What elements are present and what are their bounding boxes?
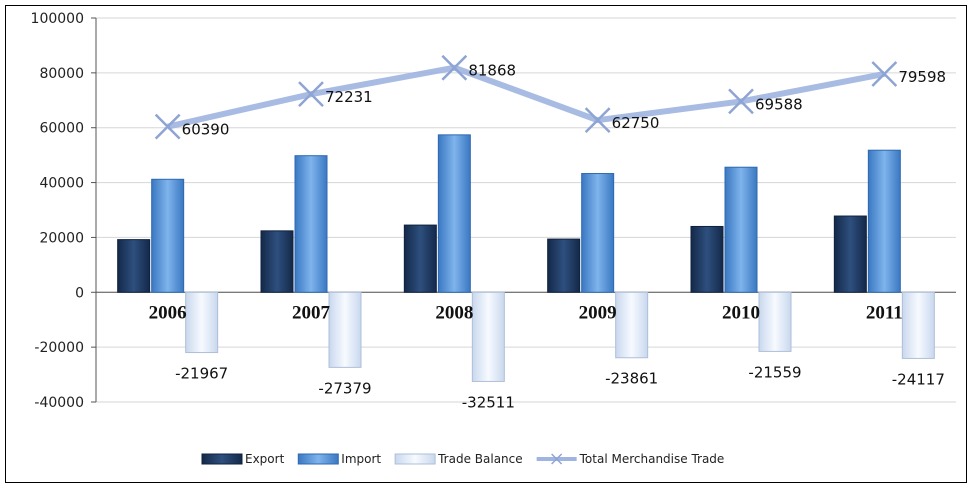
trade-balance-label-2006: -21967: [175, 365, 228, 383]
total-trade-marker: [871, 61, 898, 87]
legend: Export Import Trade Balance Total Merchandi…: [201, 452, 725, 466]
export-bar-2008: [403, 224, 437, 293]
trade-balance-bar-2011: [901, 291, 935, 359]
export-bar-2011: [833, 215, 867, 293]
y-tick-label: 60000: [39, 121, 84, 137]
y-tick-label: 20000: [39, 230, 84, 246]
marker-stroke: [728, 88, 754, 115]
trade-balance-bar-2006: [185, 291, 219, 354]
trade-balance-label-2007: -27379: [318, 379, 371, 397]
bars: [117, 134, 935, 382]
marker-stroke: [154, 113, 181, 140]
trade-balance-bar-2010: [758, 291, 792, 352]
total-trade-marker: [154, 113, 181, 140]
total-trade-label-2007: 72231: [325, 88, 373, 106]
total-trade-marker: [441, 54, 468, 81]
y-tick-label: 100000: [31, 11, 84, 27]
total-trade-label-2009: 62750: [612, 114, 660, 132]
total-trade-label-2006: 60390: [182, 121, 230, 139]
marker-stroke: [441, 54, 468, 81]
total-trade-marker: [298, 81, 324, 108]
x-category-label: 2011: [866, 302, 903, 323]
legend-label: Import: [341, 452, 381, 466]
chart: 100000800006000040000200000-20000-40000 …: [31, 11, 956, 466]
marker-stroke: [871, 61, 898, 87]
trade-balance-bar-2008: [471, 291, 505, 382]
legend-swatch: [297, 453, 339, 465]
export-bar-2009: [547, 238, 581, 293]
import-bar-2006: [151, 178, 185, 293]
legend-label: Total Merchandise Trade: [579, 452, 725, 466]
legend-item-trade-balance: Trade Balance: [394, 452, 523, 466]
chart-frame: 100000 80000 60000 40000 20000 0 -20000 -40000 …: [5, 5, 967, 483]
y-tick-label: 40000: [39, 176, 84, 192]
legend-label: Trade Balance: [437, 452, 523, 466]
legend-swatch: [201, 453, 243, 465]
export-bar-2010: [690, 225, 724, 293]
trade-balance-label-2011: -24117: [892, 370, 945, 388]
y-tick-label: -40000: [34, 395, 84, 411]
import-bar-2007: [294, 155, 328, 293]
total-trade-marker: [728, 88, 754, 115]
legend-swatch: [394, 453, 436, 465]
export-bar-2007: [260, 230, 294, 293]
import-bar-2009: [581, 173, 615, 293]
trade-balance-bar-2007: [328, 291, 362, 368]
export-bar-2006: [117, 239, 151, 293]
legend-item-import: Import: [297, 452, 381, 466]
x-category-label: 2006: [149, 302, 187, 323]
x-category-label: 2008: [435, 302, 473, 323]
trade-balance-label-2010: -21559: [748, 363, 801, 381]
legend-marker: [551, 453, 563, 465]
axes: 100000 80000 60000 40000 20000 0 -20000 -40000: [31, 11, 956, 411]
import-bar-2011: [867, 149, 901, 293]
x-category-label: 2007: [292, 302, 331, 323]
grid-lines: [96, 17, 956, 403]
trade-balance-bar-2009: [615, 291, 649, 359]
total-trade-line: [154, 54, 898, 140]
legend-item-export: Export: [201, 452, 285, 466]
total-trade-label-2010: 69588: [755, 95, 803, 113]
import-bar-2008: [437, 134, 471, 293]
import-bar-2010: [724, 166, 758, 293]
x-category-label: 2010: [722, 302, 760, 323]
x-category-label: 2009: [579, 302, 617, 323]
y-tick-label: -20000: [34, 340, 84, 356]
y-tick-label: 80000: [39, 66, 84, 82]
total-trade-polyline: [167, 64, 885, 130]
marker-stroke: [584, 107, 611, 134]
data-labels: -21967 2006 -27379 2007 -32511 2008 -23861 2009…: [149, 62, 946, 412]
total-trade-marker: [584, 107, 611, 134]
y-tick-label: 0: [75, 285, 84, 301]
total-trade-label-2011: 79598: [898, 68, 946, 86]
trade-balance-label-2009: -23861: [605, 370, 658, 388]
legend-label: Export: [245, 452, 285, 466]
total-trade-label-2008: 81868: [468, 62, 516, 80]
trade-balance-label-2008: -32511: [462, 393, 515, 411]
marker-stroke: [298, 81, 324, 108]
legend-item-total-merchandise-trade: Total Merchandise Trade: [536, 452, 725, 466]
